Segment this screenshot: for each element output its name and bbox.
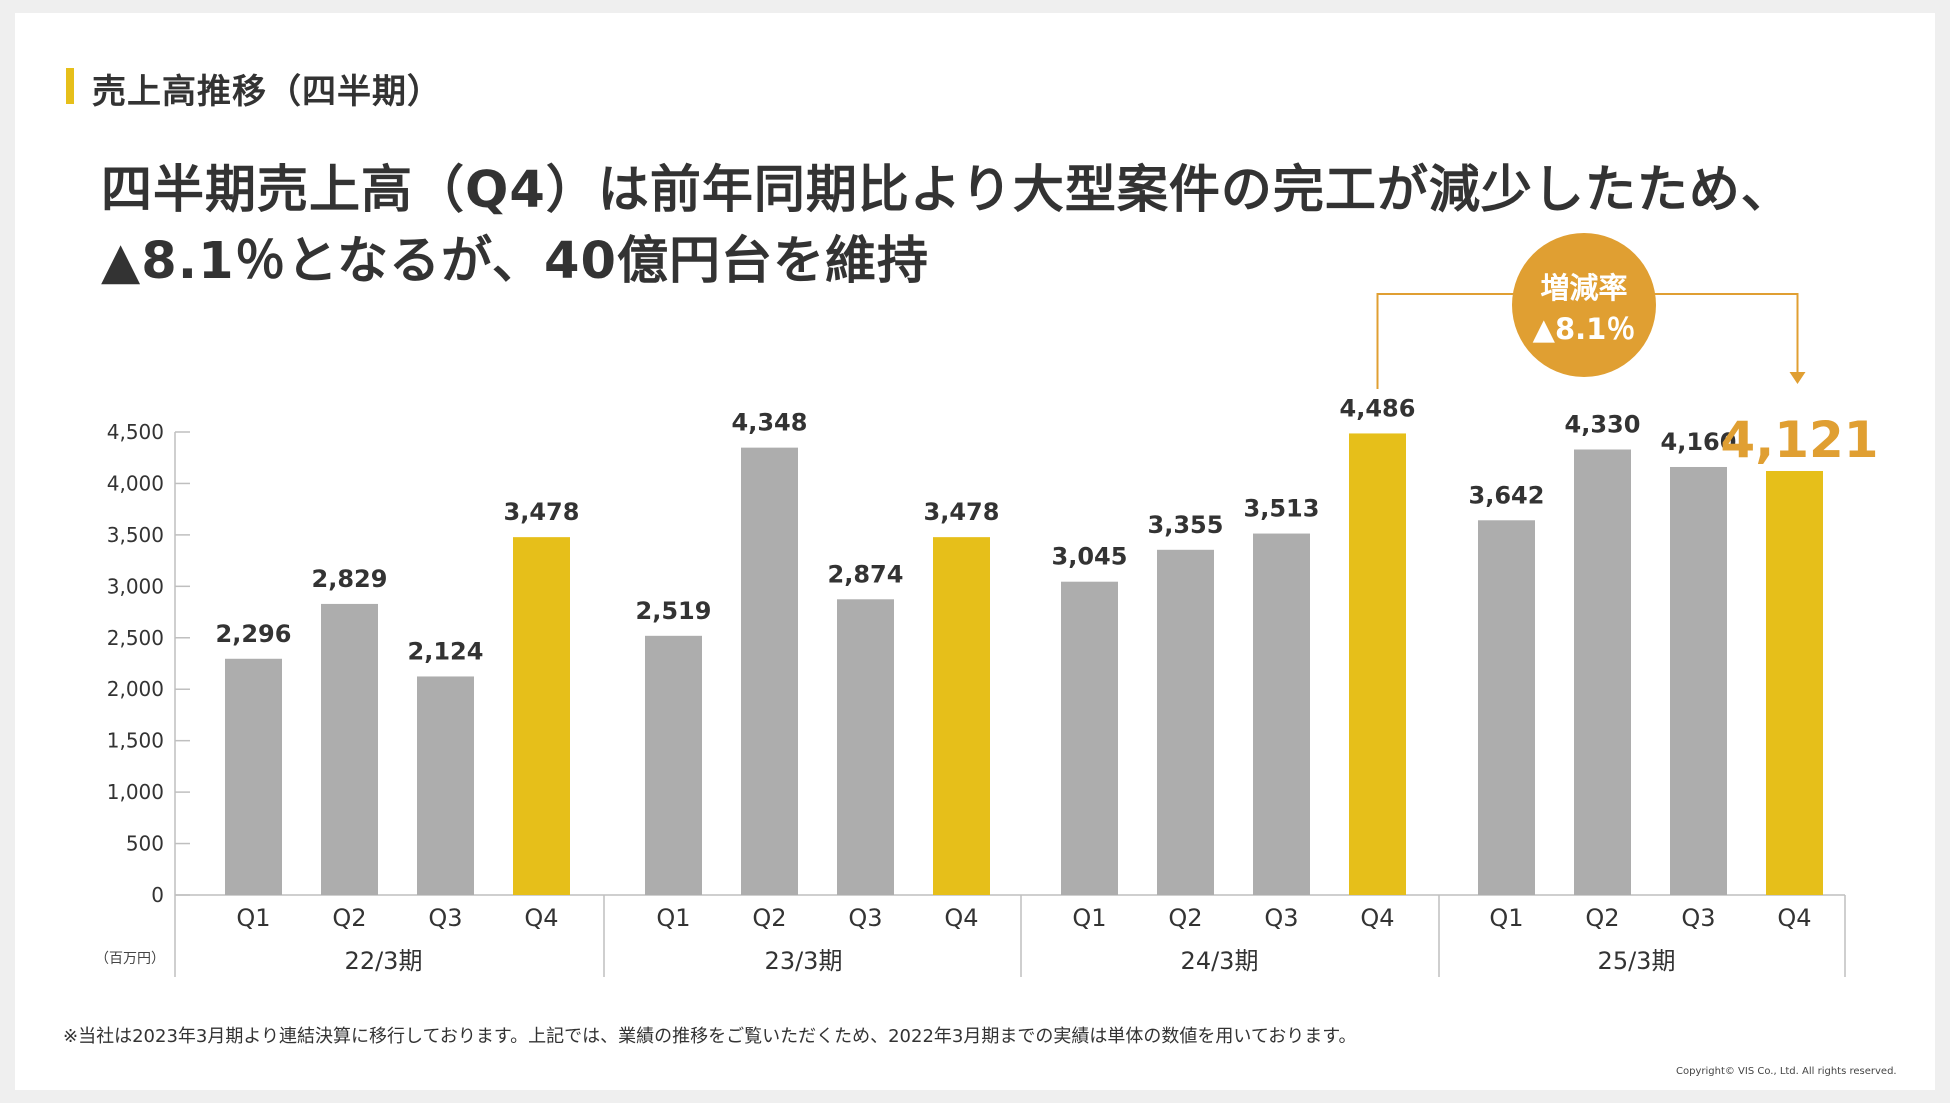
copyright: Copyright© VIS Co., Ltd. All rights rese… bbox=[1676, 1066, 1897, 1077]
bar bbox=[1157, 549, 1214, 895]
change-rate-badge bbox=[1512, 233, 1656, 377]
data-label: 2,124 bbox=[408, 637, 484, 665]
data-label: 3,642 bbox=[1469, 481, 1545, 509]
y-tick-label: 0 bbox=[151, 883, 164, 907]
y-tick-label: 1,500 bbox=[107, 729, 164, 753]
x-tick-label: Q2 bbox=[332, 904, 366, 932]
x-tick-label: Q2 bbox=[1168, 904, 1202, 932]
data-label: 3,478 bbox=[924, 498, 1000, 526]
bar bbox=[225, 658, 282, 895]
group-label: 23/3期 bbox=[765, 947, 843, 975]
bar bbox=[741, 447, 798, 895]
x-tick-label: Q4 bbox=[1777, 904, 1811, 932]
y-tick-label: 3,500 bbox=[107, 523, 164, 547]
bracket-arrow-icon bbox=[1789, 372, 1806, 384]
group-label: 22/3期 bbox=[345, 947, 423, 975]
group-label: 25/3期 bbox=[1598, 947, 1676, 975]
bar bbox=[417, 676, 474, 895]
data-label: 4,330 bbox=[1565, 410, 1641, 438]
bar bbox=[1574, 449, 1631, 895]
bar bbox=[1061, 581, 1118, 895]
bar bbox=[513, 537, 570, 895]
x-tick-label: Q1 bbox=[656, 904, 690, 932]
data-label: 3,513 bbox=[1244, 495, 1320, 523]
unit-label: （百万円） bbox=[95, 951, 165, 967]
data-label: 3,355 bbox=[1148, 511, 1224, 539]
data-label: 2,829 bbox=[312, 565, 388, 593]
bar bbox=[1478, 520, 1535, 895]
data-label: 4,486 bbox=[1340, 394, 1416, 422]
y-tick-label: 4,500 bbox=[107, 420, 164, 444]
y-tick-label: 500 bbox=[126, 832, 164, 856]
data-label: 4,160 bbox=[1661, 428, 1737, 456]
section-title: 売上高推移（四半期） bbox=[92, 72, 442, 112]
section-accent-bar bbox=[66, 68, 74, 104]
x-tick-label: Q3 bbox=[1264, 904, 1298, 932]
y-tick-label: 1,000 bbox=[107, 780, 164, 804]
data-label: 4,348 bbox=[732, 409, 808, 437]
badge-label: 増減率 bbox=[1540, 271, 1627, 305]
x-tick-label: Q4 bbox=[524, 904, 558, 932]
bar bbox=[1670, 466, 1727, 895]
y-tick-label: 3,000 bbox=[107, 574, 164, 598]
data-label: 2,874 bbox=[828, 560, 904, 588]
y-tick-label: 2,500 bbox=[107, 626, 164, 650]
y-tick-label: 4,000 bbox=[107, 471, 164, 495]
x-tick-label: Q1 bbox=[1489, 904, 1523, 932]
bar bbox=[645, 635, 702, 895]
bar bbox=[321, 603, 378, 895]
y-tick-label: 2,000 bbox=[107, 677, 164, 701]
bar bbox=[837, 599, 894, 895]
data-label: 3,478 bbox=[504, 498, 580, 526]
bar bbox=[1253, 533, 1310, 895]
data-label: 2,296 bbox=[216, 620, 292, 648]
bar bbox=[933, 537, 990, 895]
x-tick-label: Q2 bbox=[752, 904, 786, 932]
bar bbox=[1766, 470, 1823, 895]
badge-value: ▲8.1％ bbox=[1533, 312, 1636, 346]
data-label-emphasis: 4,121 bbox=[1720, 411, 1878, 469]
headline: 四半期売上高（Q4）は前年同期比より大型案件の完工が減少したため、 ▲8.1％と… bbox=[101, 155, 1793, 297]
x-tick-label: Q3 bbox=[428, 904, 462, 932]
headline-line-1: 四半期売上高（Q4）は前年同期比より大型案件の完工が減少したため、 bbox=[101, 161, 1793, 220]
x-tick-label: Q2 bbox=[1585, 904, 1619, 932]
x-tick-label: Q3 bbox=[1681, 904, 1715, 932]
x-tick-label: Q4 bbox=[944, 904, 978, 932]
x-tick-label: Q1 bbox=[236, 904, 270, 932]
data-label: 2,519 bbox=[636, 597, 712, 625]
x-tick-label: Q4 bbox=[1360, 904, 1394, 932]
bar bbox=[1349, 433, 1406, 895]
x-tick-label: Q3 bbox=[848, 904, 882, 932]
headline-line-2: ▲8.1％となるが、40億円台を維持 bbox=[101, 232, 929, 291]
footnote: ※当社は2023年3月期より連結決算に移行しております。上記では、業績の推移をご… bbox=[63, 1026, 1357, 1047]
data-label: 3,045 bbox=[1052, 543, 1128, 571]
group-label: 24/3期 bbox=[1181, 947, 1259, 975]
x-tick-label: Q1 bbox=[1072, 904, 1106, 932]
